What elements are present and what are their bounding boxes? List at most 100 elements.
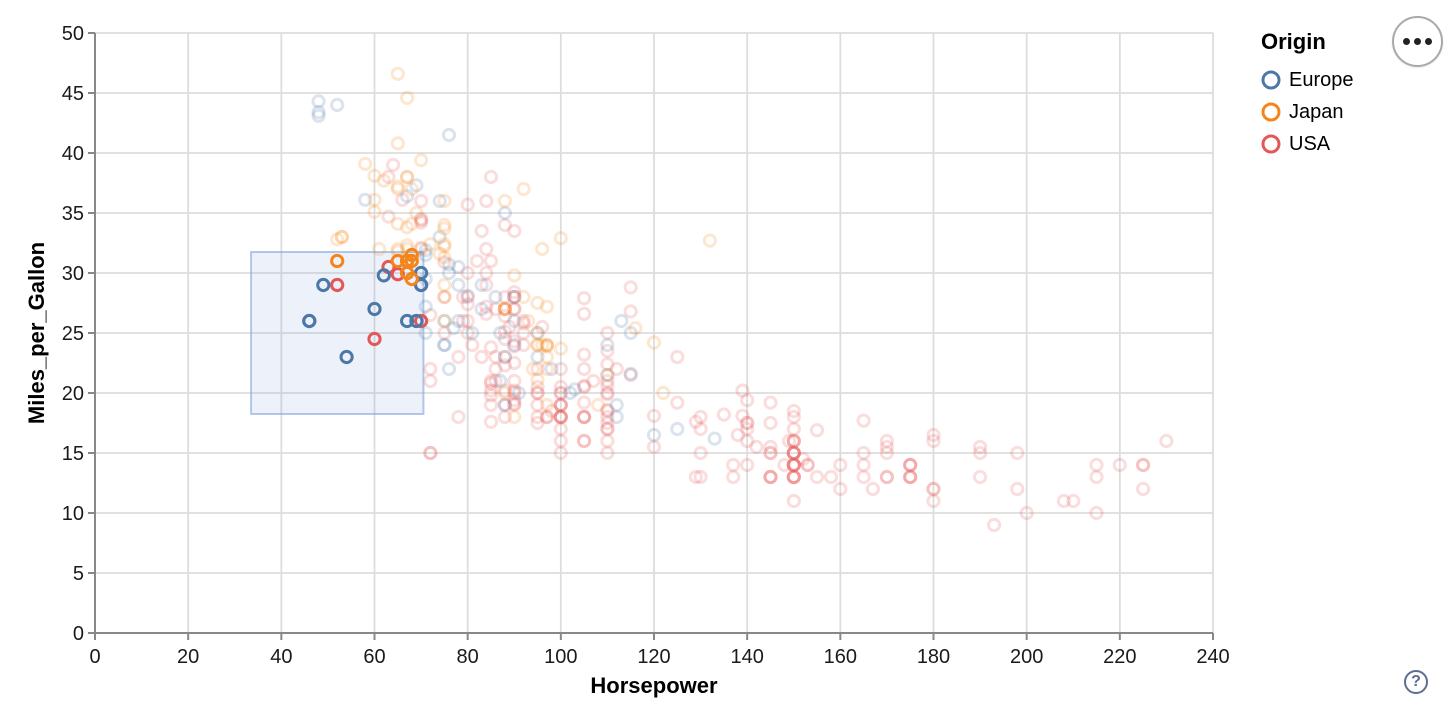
data-point[interactable] (414, 153, 429, 168)
data-point[interactable] (334, 229, 349, 245)
data-point[interactable] (451, 277, 466, 293)
data-point[interactable] (400, 220, 415, 235)
data-point[interactable] (726, 457, 741, 473)
data-point[interactable] (530, 379, 545, 395)
data-point[interactable] (646, 335, 662, 350)
data-point[interactable] (903, 457, 918, 473)
data-point[interactable] (623, 325, 638, 341)
data-point[interactable] (567, 382, 582, 397)
data-point[interactable] (763, 445, 778, 461)
data-point[interactable] (507, 285, 522, 300)
data-point[interactable] (903, 457, 918, 473)
data-point[interactable] (437, 289, 452, 305)
data-point[interactable] (688, 469, 704, 485)
data-point[interactable] (600, 378, 615, 393)
data-point[interactable] (1010, 445, 1025, 461)
data-point[interactable] (740, 433, 755, 449)
data-point[interactable] (786, 457, 801, 473)
data-point[interactable] (577, 379, 592, 395)
data-point[interactable] (833, 457, 848, 473)
data-point[interactable] (316, 277, 331, 293)
data-point[interactable] (973, 439, 988, 455)
data-point[interactable] (577, 433, 592, 449)
data-point[interactable] (646, 408, 662, 423)
data-point[interactable] (693, 445, 708, 461)
data-point[interactable] (334, 229, 349, 245)
data-point[interactable] (735, 408, 750, 423)
data-point[interactable] (455, 289, 471, 305)
data-point[interactable] (358, 156, 373, 171)
data-point[interactable] (488, 301, 503, 317)
data-point[interactable] (800, 457, 815, 473)
data-point[interactable] (460, 313, 475, 329)
data-point[interactable] (530, 385, 545, 401)
data-point[interactable] (530, 361, 545, 377)
data-point[interactable] (553, 397, 568, 413)
data-point[interactable] (479, 241, 494, 257)
data-point[interactable] (553, 231, 568, 246)
data-point[interactable] (437, 239, 452, 254)
data-point[interactable] (497, 309, 512, 324)
data-point[interactable] (553, 409, 568, 425)
data-point[interactable] (358, 192, 373, 207)
data-point[interactable] (497, 349, 512, 365)
data-point[interactable] (451, 349, 466, 365)
data-point[interactable] (786, 433, 801, 449)
data-point[interactable] (488, 373, 503, 389)
data-point[interactable] (763, 445, 778, 461)
data-point[interactable] (516, 181, 531, 197)
data-point[interactable] (437, 255, 452, 270)
data-point[interactable] (530, 325, 545, 341)
data-point[interactable] (479, 306, 494, 321)
data-point[interactable] (423, 307, 438, 323)
data-point[interactable] (497, 331, 512, 347)
data-point[interactable] (539, 361, 555, 377)
data-point[interactable] (507, 313, 522, 329)
data-point[interactable] (497, 358, 512, 373)
data-point[interactable] (390, 216, 405, 231)
data-point[interactable] (339, 349, 354, 365)
data-point[interactable] (437, 193, 452, 209)
data-point[interactable] (493, 325, 508, 341)
data-point[interactable] (763, 469, 778, 485)
data-point[interactable] (507, 385, 522, 401)
data-point[interactable] (414, 193, 429, 209)
data-point[interactable] (530, 337, 545, 353)
data-point[interactable] (507, 223, 522, 239)
data-point[interactable] (539, 299, 555, 314)
data-point[interactable] (670, 421, 685, 437)
data-point[interactable] (763, 415, 778, 431)
data-point[interactable] (809, 423, 825, 438)
data-point[interactable] (497, 301, 512, 317)
data-point[interactable] (474, 223, 489, 239)
data-point[interactable] (926, 481, 941, 497)
actions-menu-button[interactable] (1392, 16, 1443, 67)
data-point[interactable] (716, 407, 732, 422)
data-point[interactable] (879, 469, 895, 485)
data-point[interactable] (497, 349, 512, 365)
data-point[interactable] (479, 299, 494, 314)
data-point[interactable] (879, 439, 895, 455)
data-point[interactable] (563, 385, 578, 401)
data-point[interactable] (600, 387, 615, 402)
data-point[interactable] (311, 94, 326, 109)
data-point[interactable] (600, 433, 615, 449)
data-point[interactable] (446, 321, 461, 336)
data-point[interactable] (600, 403, 615, 419)
data-point[interactable] (777, 457, 792, 473)
data-point[interactable] (302, 313, 317, 329)
data-point[interactable] (418, 325, 433, 341)
data-point[interactable] (483, 373, 499, 389)
brush-selection[interactable] (250, 251, 425, 415)
data-point[interactable] (609, 409, 624, 425)
data-point[interactable] (693, 421, 708, 437)
data-point[interactable] (786, 469, 801, 485)
data-point[interactable] (577, 409, 592, 425)
data-point[interactable] (973, 445, 988, 461)
data-point[interactable] (418, 299, 433, 314)
data-point[interactable] (786, 457, 801, 473)
data-point[interactable] (553, 385, 568, 401)
data-point[interactable] (516, 316, 531, 331)
data-point[interactable] (879, 445, 895, 461)
data-point[interactable] (707, 431, 722, 446)
